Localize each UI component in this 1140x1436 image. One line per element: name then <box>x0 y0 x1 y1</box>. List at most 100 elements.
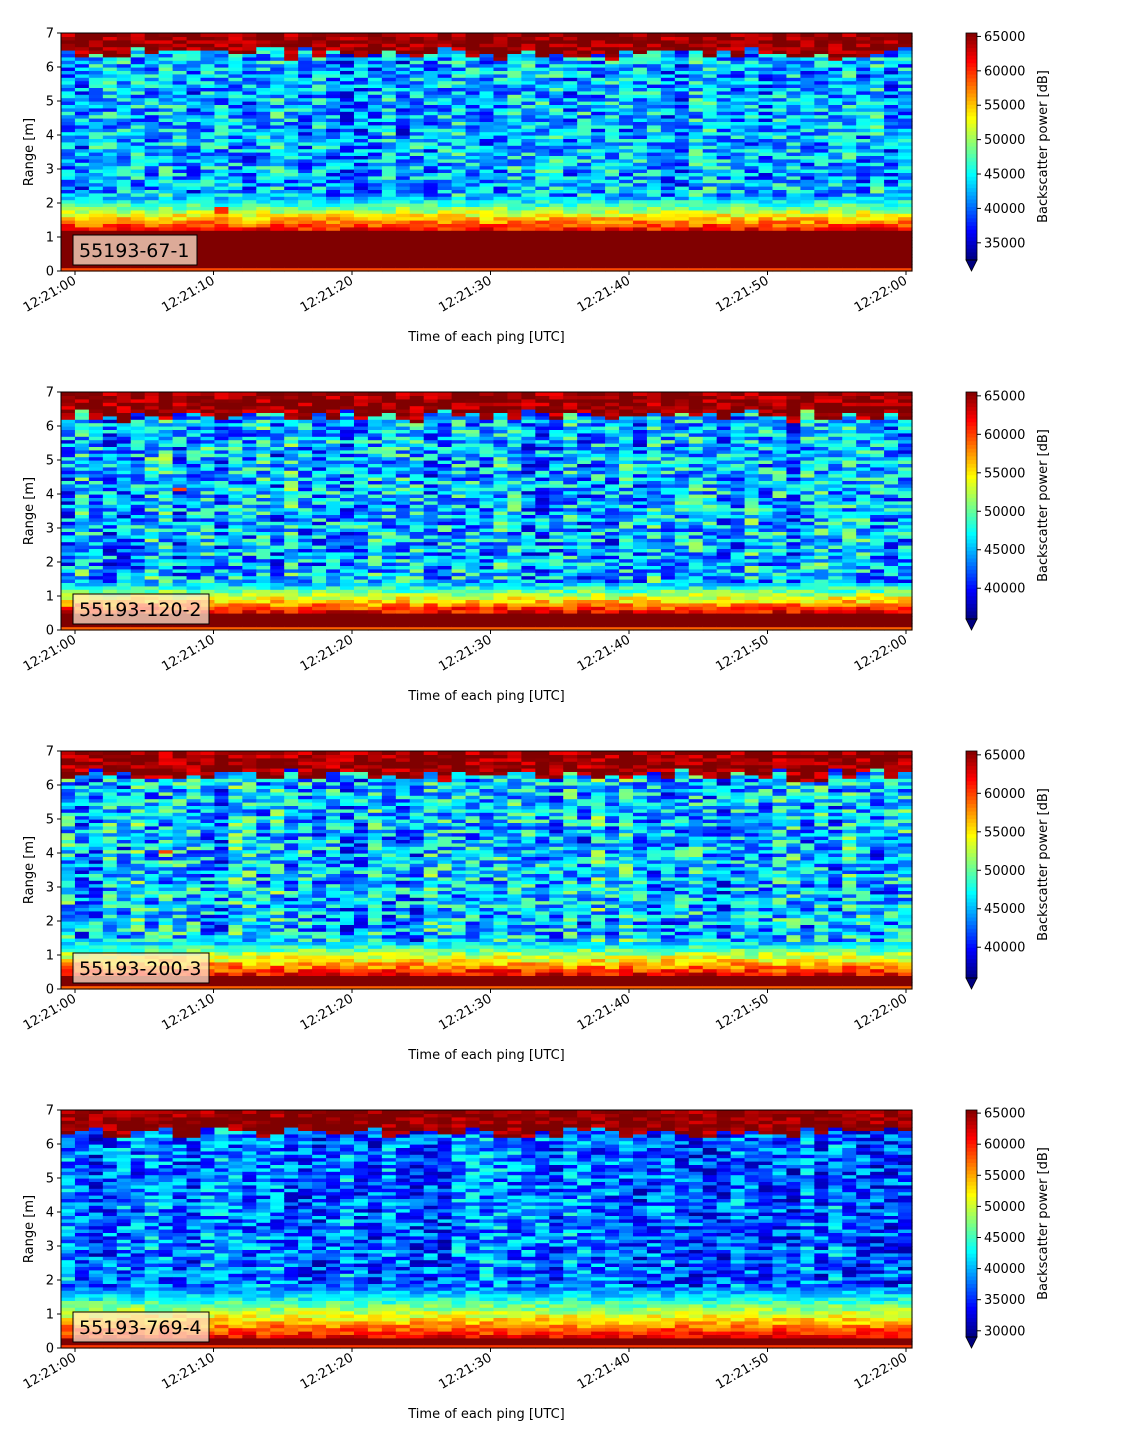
heatmap-cell <box>674 90 690 95</box>
heatmap-cell <box>61 514 76 519</box>
heatmap-cell <box>577 121 592 126</box>
heatmap-cell <box>702 148 718 153</box>
heatmap-cell <box>660 124 676 129</box>
heatmap-cell <box>61 449 76 454</box>
heatmap-cell <box>270 36 285 41</box>
heatmap-cell <box>521 203 536 207</box>
heatmap-cell <box>898 250 913 255</box>
heatmap-cell <box>744 87 760 92</box>
heatmap-cell <box>856 240 871 245</box>
heatmap-cell <box>660 80 676 85</box>
heatmap-cell <box>200 131 216 136</box>
heatmap-cell <box>74 582 90 587</box>
heatmap-cell <box>577 203 592 207</box>
heatmap-cell <box>800 216 815 221</box>
heatmap-cell <box>130 412 146 417</box>
heatmap-cell <box>674 237 690 241</box>
heatmap-cell <box>632 128 648 133</box>
heatmap-cell <box>158 77 174 82</box>
heatmap-cell <box>409 192 425 197</box>
heatmap-cell <box>479 264 495 269</box>
heatmap-cell <box>409 237 425 241</box>
heatmap-cell <box>800 67 815 71</box>
heatmap-cell <box>116 148 132 153</box>
heatmap-cell <box>186 206 202 211</box>
heatmap-cell <box>437 189 453 194</box>
heatmap-cell <box>61 60 76 65</box>
heatmap-cell <box>88 186 104 190</box>
heatmap-cell <box>144 405 160 410</box>
heatmap-cell <box>214 223 230 228</box>
colorbar-segment <box>966 97 977 102</box>
heatmap-cell <box>423 33 439 37</box>
heatmap-cell <box>116 138 132 143</box>
heatmap-cell <box>563 111 578 116</box>
heatmap-cell <box>228 135 243 139</box>
heatmap-cell <box>312 141 327 146</box>
heatmap-cell <box>326 223 341 228</box>
heatmap-cell <box>437 70 453 75</box>
heatmap-cell <box>298 216 313 221</box>
heatmap-cell <box>451 87 467 92</box>
heatmap-cell <box>660 67 676 71</box>
heatmap-cell <box>116 415 132 420</box>
heatmap-cell <box>61 97 76 102</box>
heatmap-cell <box>814 209 829 214</box>
heatmap-cell <box>577 175 592 180</box>
heatmap-cell <box>242 247 257 252</box>
heatmap-cell <box>674 165 690 170</box>
heatmap-cell <box>200 104 216 109</box>
heatmap-cell <box>772 138 788 143</box>
heatmap-cell <box>256 175 271 180</box>
heatmap-cell <box>61 602 76 607</box>
heatmap-cell <box>856 169 871 173</box>
heatmap-cell <box>312 101 327 105</box>
heatmap-cell <box>423 73 439 78</box>
heatmap-cell <box>702 226 718 231</box>
heatmap-cell <box>88 264 104 269</box>
heatmap-cell <box>326 165 341 170</box>
heatmap-cell <box>186 220 202 224</box>
heatmap-cell <box>214 182 230 187</box>
heatmap-cell <box>507 84 522 88</box>
heatmap-cell <box>186 128 202 133</box>
heatmap-cell <box>102 50 118 54</box>
heatmap-cell <box>758 233 774 238</box>
heatmap-cell <box>200 97 216 102</box>
heatmap-cell <box>674 107 690 112</box>
heatmap-cell <box>744 172 760 177</box>
heatmap-cell <box>144 124 160 129</box>
heatmap-cell <box>619 56 634 61</box>
heatmap-cell <box>437 101 453 105</box>
heatmap-cell <box>465 152 481 156</box>
heatmap-cell <box>144 422 160 427</box>
heatmap-cell <box>423 46 439 51</box>
heatmap-cell <box>340 135 355 139</box>
heatmap-cell <box>172 114 188 119</box>
heatmap-cell <box>898 240 913 245</box>
heatmap-cell <box>298 230 313 235</box>
heatmap-cell <box>102 213 118 218</box>
heatmap-cell <box>828 203 843 207</box>
heatmap-cell <box>437 158 453 163</box>
heatmap-cell <box>88 500 104 505</box>
heatmap-cell <box>563 240 578 245</box>
heatmap-cell <box>535 179 550 184</box>
heatmap-cell <box>688 107 704 112</box>
heatmap-cell <box>828 169 843 173</box>
heatmap-cell <box>507 33 522 37</box>
colorbar-segment <box>966 85 977 91</box>
heatmap-cell <box>786 260 801 265</box>
heatmap-cell <box>74 104 90 109</box>
heatmap-cell <box>786 101 801 105</box>
heatmap-cell <box>172 186 188 190</box>
heatmap-cell <box>381 209 397 214</box>
heatmap-cell <box>772 186 788 190</box>
heatmap-cell <box>814 260 829 265</box>
heatmap-cell <box>381 128 397 133</box>
heatmap-cell <box>423 148 439 153</box>
heatmap-cell <box>465 209 481 214</box>
heatmap-cell <box>130 528 146 532</box>
heatmap-cell <box>228 216 243 221</box>
heatmap-cell <box>563 53 578 58</box>
